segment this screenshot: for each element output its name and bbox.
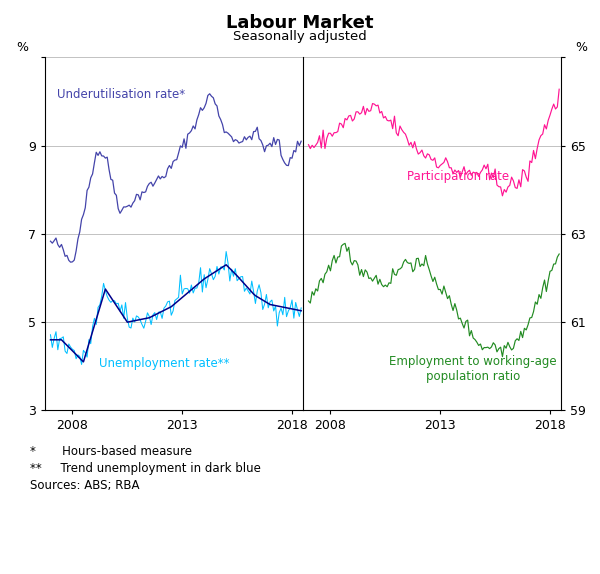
Text: Labour Market: Labour Market: [226, 14, 374, 32]
Text: Employment to working-age
population ratio: Employment to working-age population rat…: [389, 355, 557, 383]
Text: Sources: ABS; RBA: Sources: ABS; RBA: [30, 479, 139, 492]
Text: **     Trend unemployment in dark blue: ** Trend unemployment in dark blue: [30, 462, 261, 475]
Text: Participation rate: Participation rate: [407, 170, 509, 183]
Text: %: %: [17, 41, 29, 54]
Text: Underutilisation rate*: Underutilisation rate*: [57, 88, 185, 101]
Text: %: %: [575, 41, 587, 54]
Text: Seasonally adjusted: Seasonally adjusted: [233, 30, 367, 43]
Text: *       Hours-based measure: * Hours-based measure: [30, 445, 192, 458]
Text: Unemployment rate**: Unemployment rate**: [99, 358, 229, 370]
